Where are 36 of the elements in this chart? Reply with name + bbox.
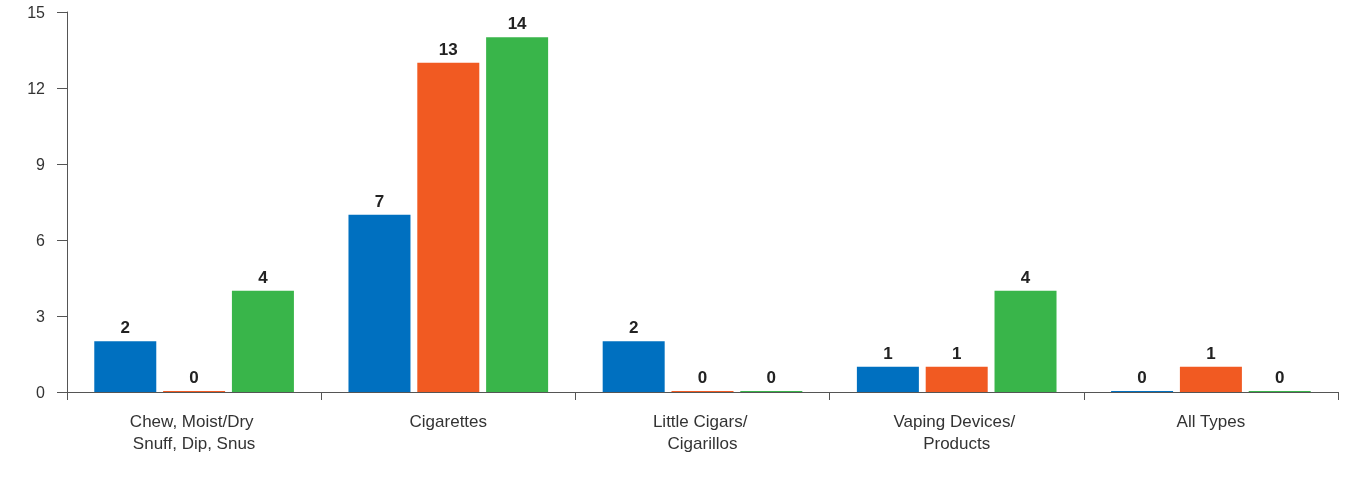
- data-label: 1: [883, 343, 893, 363]
- data-label: 0: [189, 368, 199, 387]
- bar: [417, 62, 480, 392]
- x-tick-label: Chew, Moist/Dry Snuff, Dip, Snus: [129, 411, 259, 453]
- bar: [1179, 366, 1242, 392]
- bar: [94, 341, 157, 392]
- x-tick-label: All Types: [1176, 411, 1246, 431]
- data-label: 0: [697, 368, 708, 387]
- x-tick-label: Cigarettes: [409, 411, 488, 431]
- y-tick-label: 0: [36, 383, 46, 401]
- data-label: 7: [374, 191, 385, 211]
- y-tick-label: 3: [36, 307, 46, 325]
- x-tick-label: Vaping Devices/ Products: [893, 411, 1020, 453]
- bar: [348, 214, 411, 392]
- bar: [602, 341, 665, 392]
- y-tick-label: 12: [27, 79, 46, 97]
- data-label: 1: [1206, 343, 1216, 363]
- y-tick-label: 15: [27, 3, 46, 21]
- y-tick-label: 6: [36, 231, 46, 249]
- data-label: 4: [258, 267, 269, 287]
- data-label: 0: [1274, 368, 1285, 387]
- data-label: 14: [507, 14, 528, 34]
- x-tick-label: Little Cigars/ Cigarillos: [652, 411, 753, 453]
- data-label: 13: [438, 39, 458, 59]
- bar: [856, 366, 919, 392]
- data-label: 1: [951, 343, 962, 363]
- data-label: 2: [628, 318, 639, 338]
- y-tick-label: 9: [36, 155, 46, 173]
- data-label: 0: [1137, 368, 1147, 387]
- bar: [925, 366, 988, 392]
- bar: [994, 290, 1057, 392]
- data-label: 2: [120, 318, 131, 338]
- data-label: 4: [1020, 267, 1031, 287]
- bar: [231, 290, 294, 392]
- data-label: 0: [766, 368, 777, 387]
- bar: [486, 37, 549, 392]
